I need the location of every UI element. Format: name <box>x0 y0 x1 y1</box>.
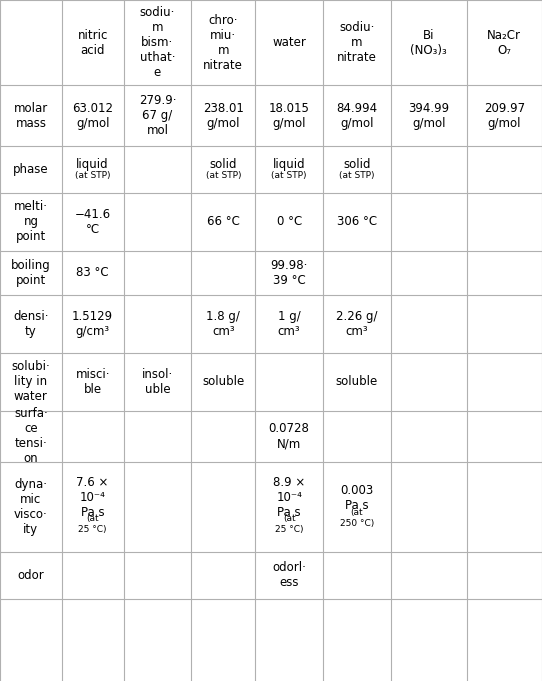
Text: insol·
uble: insol· uble <box>142 368 173 396</box>
Text: 18.015
g/mol: 18.015 g/mol <box>269 101 309 130</box>
Text: phase: phase <box>13 163 49 176</box>
Text: misci·
ble: misci· ble <box>75 368 110 396</box>
Text: (at STP): (at STP) <box>75 171 111 180</box>
Text: water: water <box>272 36 306 49</box>
Text: liquid: liquid <box>76 157 109 170</box>
Text: 394.99
g/mol: 394.99 g/mol <box>408 101 449 130</box>
Text: 0.0728
N/m: 0.0728 N/m <box>269 422 309 450</box>
Text: soluble: soluble <box>336 375 378 388</box>
Text: Na₂Cr
O₇: Na₂Cr O₇ <box>487 29 521 57</box>
Text: dyna·
mic
visco·
ity: dyna· mic visco· ity <box>14 477 48 536</box>
Text: 7.6 ×
10⁻⁴
Pa s: 7.6 × 10⁻⁴ Pa s <box>76 477 109 520</box>
Text: 1 g/
cm³: 1 g/ cm³ <box>278 310 300 338</box>
Text: (at STP): (at STP) <box>339 171 375 180</box>
Text: 1.8 g/
cm³: 1.8 g/ cm³ <box>207 310 240 338</box>
Text: solid: solid <box>343 157 371 170</box>
Text: 279.9·
67 g/
mol: 279.9· 67 g/ mol <box>139 94 176 138</box>
Text: 209.97
g/mol: 209.97 g/mol <box>484 101 525 130</box>
Text: (at
250 °C): (at 250 °C) <box>340 509 374 528</box>
Text: soluble: soluble <box>202 375 244 388</box>
Text: 306 °C: 306 °C <box>337 215 377 228</box>
Text: −41.6
°C: −41.6 °C <box>75 208 111 236</box>
Text: 2.26 g/
cm³: 2.26 g/ cm³ <box>336 310 378 338</box>
Text: 238.01
g/mol: 238.01 g/mol <box>203 101 244 130</box>
Text: (at STP): (at STP) <box>272 171 307 180</box>
Text: 63.012
g/mol: 63.012 g/mol <box>72 101 113 130</box>
Text: solubi·
lity in
water: solubi· lity in water <box>11 360 50 403</box>
Text: 66 °C: 66 °C <box>207 215 240 228</box>
Text: 0 °C: 0 °C <box>276 215 302 228</box>
Text: molar
mass: molar mass <box>14 101 48 130</box>
Text: sodiu·
m
bism·
uthat·
e: sodiu· m bism· uthat· e <box>140 6 175 79</box>
Text: 8.9 ×
10⁻⁴
Pa s: 8.9 × 10⁻⁴ Pa s <box>273 477 305 520</box>
Text: 1.5129
g/cm³: 1.5129 g/cm³ <box>72 310 113 338</box>
Text: chro·
miu·
m
nitrate: chro· miu· m nitrate <box>203 14 243 72</box>
Text: (at STP): (at STP) <box>205 171 241 180</box>
Text: solid: solid <box>210 157 237 170</box>
Text: nitric
acid: nitric acid <box>78 29 108 57</box>
Text: 99.98·
39 °C: 99.98· 39 °C <box>270 259 308 287</box>
Text: boiling
point: boiling point <box>11 259 51 287</box>
Text: odorl·
ess: odorl· ess <box>272 561 306 590</box>
Text: (at
25 °C): (at 25 °C) <box>275 514 304 534</box>
Text: melti·
ng
point: melti· ng point <box>14 200 48 243</box>
Text: 84.994
g/mol: 84.994 g/mol <box>337 101 377 130</box>
Text: Bi
(NO₃)₃: Bi (NO₃)₃ <box>410 29 447 57</box>
Text: densi·
ty: densi· ty <box>13 310 49 338</box>
Text: 83 °C: 83 °C <box>76 266 109 279</box>
Text: (at
25 °C): (at 25 °C) <box>79 514 107 534</box>
Text: 0.003
Pa s: 0.003 Pa s <box>340 484 373 512</box>
Text: sodiu·
m
nitrate: sodiu· m nitrate <box>337 21 377 64</box>
Text: surfa·
ce
tensi·
on: surfa· ce tensi· on <box>14 407 48 465</box>
Text: liquid: liquid <box>273 157 306 170</box>
Text: odor: odor <box>17 569 44 582</box>
